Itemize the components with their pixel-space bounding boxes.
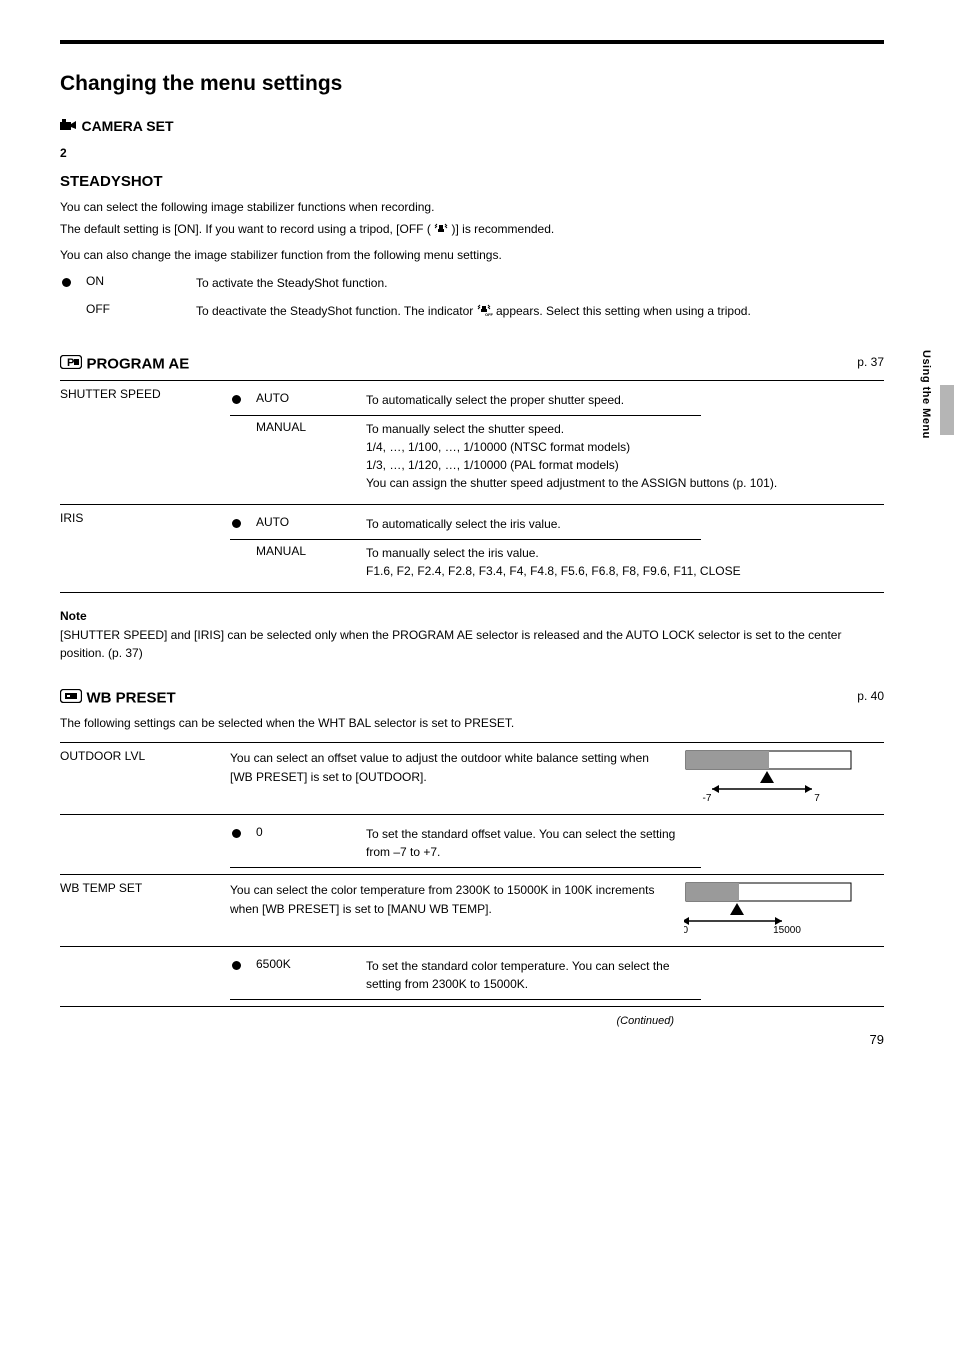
opt-name: MANUAL [256, 544, 366, 558]
svg-text:2300: 2300 [684, 925, 689, 935]
top-rule [60, 40, 884, 44]
opt-desc: To manually select the iris value.F1.6, … [366, 544, 884, 580]
opt-name: ON [86, 274, 196, 288]
steadyshot-title: STEADYSHOT [60, 173, 884, 190]
opt-shutter-manual: MANUAL To manually select the shutter sp… [230, 416, 884, 498]
shaky-hand-off-icon: OFF [477, 303, 493, 321]
svg-text:-7: -7 [703, 793, 712, 803]
chapter-title: Changing the menu settings [60, 72, 884, 96]
p-icon: P [60, 355, 82, 374]
outdoor-slider: -7 7 [684, 749, 884, 808]
svg-text:7: 7 [814, 793, 820, 803]
opt-name: AUTO [256, 515, 366, 529]
opt-desc: To automatically select the iris value. [366, 515, 701, 533]
opt-outdoor-0: 0 To set the standard offset value. You … [230, 821, 701, 868]
steadyshot-default: The default setting is [ON]. If you want… [60, 220, 884, 239]
steadyshot-opt-off: OFF To deactivate the SteadyShot functio… [60, 298, 884, 327]
svg-text:15000: 15000 [773, 925, 801, 935]
opt-name: AUTO [256, 391, 366, 405]
opt-desc: To set the standard offset value. You ca… [366, 825, 701, 861]
camera-set-label: CAMERA SET [81, 118, 173, 134]
program-ae-title: PROGRAM AE [86, 356, 189, 373]
page-number: 79 [870, 1032, 884, 1047]
wb-preset-title: WB PRESET [86, 689, 175, 706]
opt-name: 6500K [256, 957, 366, 971]
camera-icon [60, 118, 77, 136]
row-label-outdoorlvl: OUTDOOR LVL [60, 743, 230, 814]
opt-desc: To automatically select the proper shutt… [366, 391, 701, 409]
continued-label: (Continued) [60, 1015, 884, 1027]
wb-preset-intro: The following settings can be selected w… [60, 714, 884, 733]
camera-set-category: 2 [60, 144, 884, 163]
wbtemp-slider: 2300 15000 [684, 881, 884, 940]
opt-desc: To activate the SteadyShot function. [196, 274, 884, 292]
steadyshot-intro: You can select the following image stabi… [60, 198, 884, 217]
opt-iris-auto: AUTO To automatically select the iris va… [230, 511, 701, 540]
default-dot [232, 829, 241, 838]
default-dot [232, 395, 241, 404]
row-label-wbtemp: WB TEMP SET [60, 875, 230, 946]
opt-desc: To set the standard color temperature. Y… [366, 957, 701, 993]
shaky-hand-icon [434, 221, 448, 240]
row-label-iris: IRIS [60, 505, 230, 592]
page-ref: p. 37 [857, 355, 884, 369]
steadyshot-note: You can also change the image stabilizer… [60, 246, 884, 265]
opt-desc: To manually select the shutter speed.1/4… [366, 420, 884, 492]
row-label-shutter: SHUTTER SPEED [60, 381, 230, 504]
program-ae-note: [SHUTTER SPEED] and [IRIS] can be select… [60, 626, 884, 663]
page-ref: p. 40 [857, 689, 884, 703]
wb-icon [60, 689, 82, 708]
side-label: Using the Menu [916, 350, 932, 439]
opt-desc: To deactivate the SteadyShot function. T… [196, 302, 884, 321]
opt-wbtemp-6500: 6500K To set the standard color temperat… [230, 953, 701, 1000]
opt-shutter-auto: AUTO To automatically select the proper … [230, 387, 701, 416]
side-tab [940, 385, 954, 435]
wbtemp-desc: You can select the color temperature fro… [230, 881, 684, 940]
default-dot [232, 519, 241, 528]
steadyshot-opt-on: ON To activate the SteadyShot function. [60, 270, 884, 298]
svg-text:OFF: OFF [485, 312, 493, 316]
note-label: Note [60, 609, 87, 623]
opt-name: OFF [86, 302, 196, 316]
opt-iris-manual: MANUAL To manually select the iris value… [230, 540, 884, 586]
opt-name: MANUAL [256, 420, 366, 434]
opt-name: 0 [256, 825, 366, 839]
default-dot [62, 278, 71, 287]
svg-text:P: P [67, 357, 74, 369]
default-dot [232, 961, 241, 970]
outdoor-desc: You can select an offset value to adjust… [230, 749, 684, 808]
